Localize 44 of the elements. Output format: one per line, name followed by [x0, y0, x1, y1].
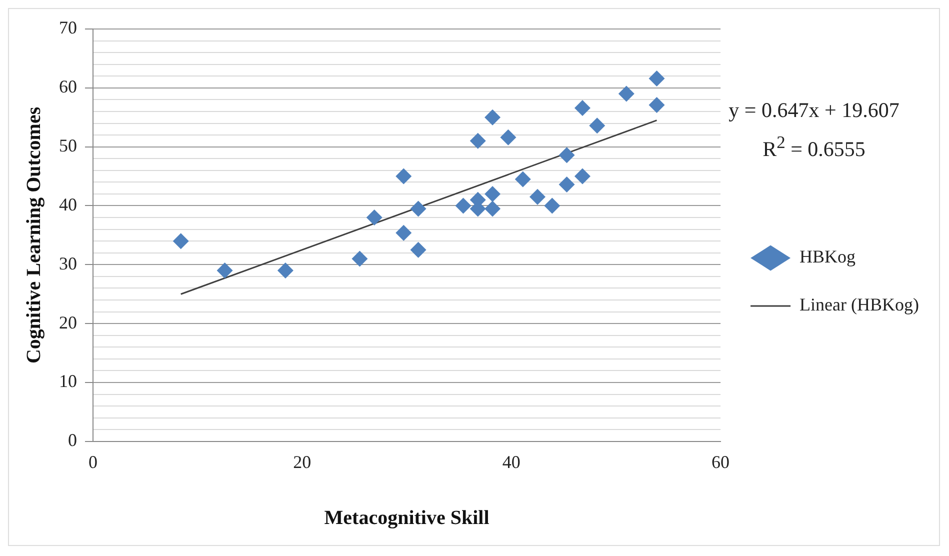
point — [455, 198, 472, 214]
point — [277, 262, 294, 279]
x-tick-label: 20 — [293, 452, 312, 472]
y-tick-label: 70 — [59, 18, 77, 38]
text: R$^{2}$ = 0.6555 — [762, 131, 866, 163]
point — [618, 86, 634, 102]
point — [574, 100, 590, 116]
legend-label: Linear (HBKog) — [800, 294, 920, 315]
point — [172, 233, 189, 250]
point — [648, 97, 665, 113]
point — [410, 200, 426, 217]
y-tick-label: 20 — [59, 312, 77, 332]
point — [530, 188, 546, 205]
point — [558, 176, 575, 193]
y-tick-label: 40 — [59, 194, 77, 214]
x-tick-label: 40 — [502, 452, 520, 472]
point — [500, 129, 516, 146]
point — [396, 224, 412, 241]
point — [544, 198, 560, 214]
point — [484, 200, 501, 217]
point — [396, 168, 412, 184]
y-axis-title: Cognitive Learning Outcomes — [23, 106, 46, 364]
point — [410, 242, 426, 258]
y-tick-label: 30 — [59, 253, 77, 274]
point — [558, 147, 575, 164]
point — [484, 186, 501, 202]
x-tick-label: 60 — [712, 452, 730, 472]
text: y = 0.647x + 19.607 — [728, 97, 900, 124]
point — [216, 262, 233, 279]
point — [484, 109, 501, 126]
point — [589, 118, 606, 134]
x-tick-label: 0 — [88, 452, 98, 472]
y-tick-label: 50 — [59, 136, 77, 156]
point — [514, 171, 531, 188]
point — [352, 250, 368, 267]
point — [648, 70, 665, 86]
point — [366, 210, 382, 226]
y-tick-label: 10 — [59, 371, 77, 392]
y-tick-label: 60 — [59, 76, 77, 97]
point — [470, 132, 486, 149]
y-tick-label: 0 — [68, 430, 77, 450]
legend-label: HBKog — [800, 246, 856, 267]
point — [574, 168, 590, 184]
x-axis-title: Metacognitive Skill — [324, 507, 490, 530]
